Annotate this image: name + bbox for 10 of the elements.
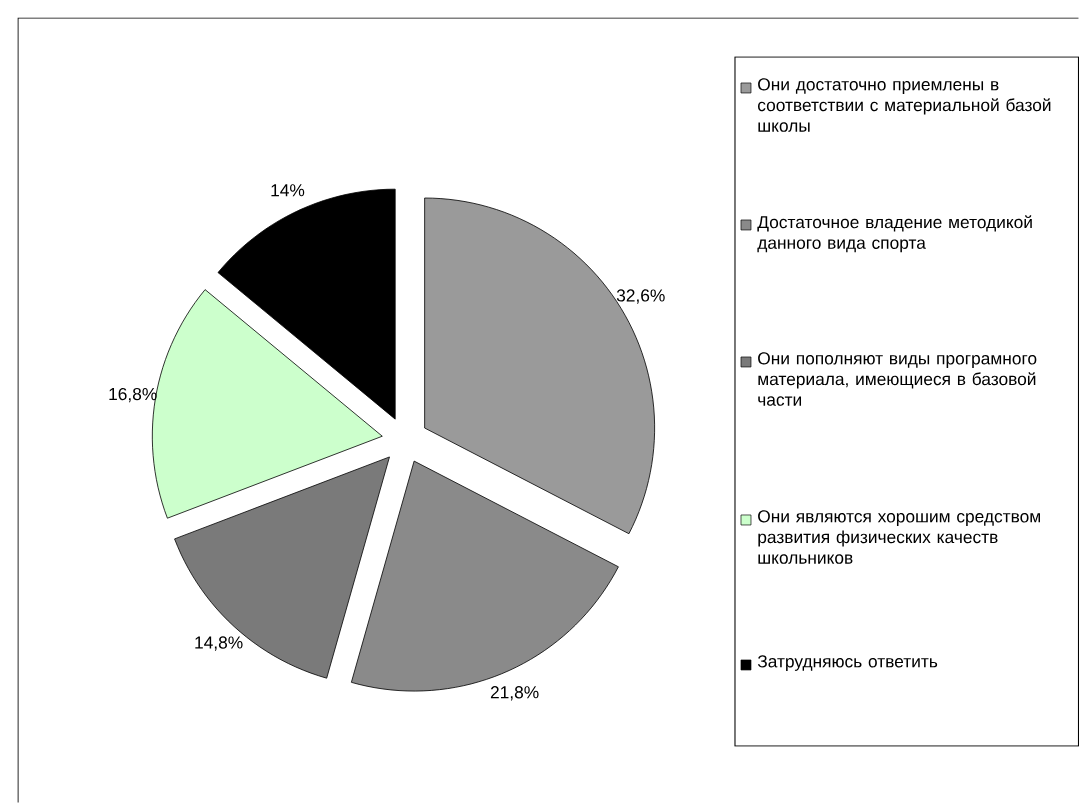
data-label: 14% bbox=[271, 184, 305, 197]
data-label: 16,8% bbox=[109, 387, 157, 403]
data-label: 14,8% bbox=[195, 636, 243, 651]
data-label: 21,8% bbox=[490, 686, 539, 701]
legend-label: Они достаточно приемлены в соответствии с материальной базой школы bbox=[757, 78, 1051, 132]
data-label: 32,6% bbox=[616, 289, 665, 304]
legend-label: Они пополняют виды програмного материала, имеющиеся в базовой части bbox=[758, 352, 1037, 406]
legend-label: Затрудняюсь ответить bbox=[757, 655, 938, 671]
legend-label: Достаточное владение методикой данного вида спорта bbox=[757, 215, 1032, 253]
legend-label: Они являются хорошим средством развития физических качеств школьников bbox=[758, 510, 1040, 564]
